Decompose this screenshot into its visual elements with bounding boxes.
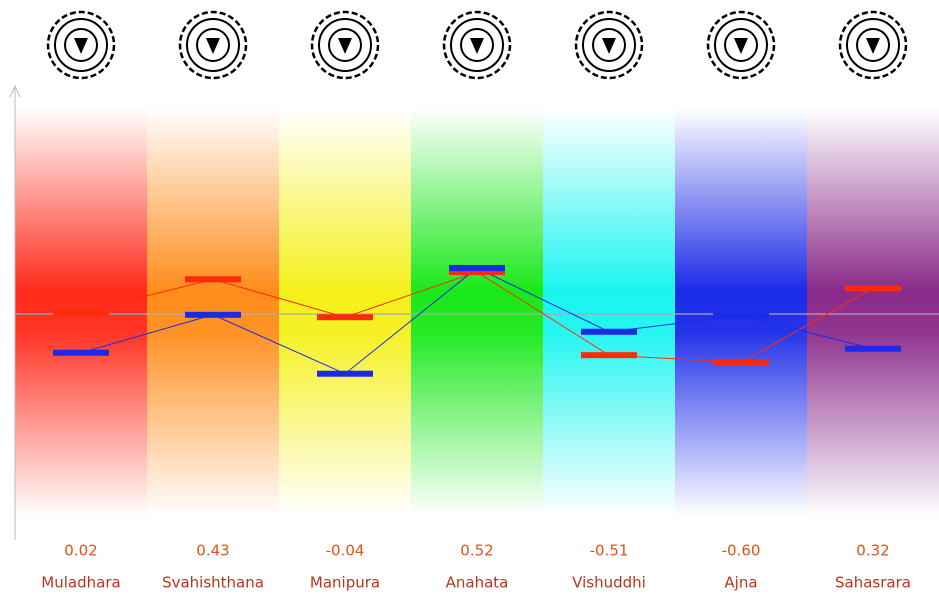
symbol-core (328, 28, 362, 62)
symbol-petals (706, 10, 776, 80)
value-label: 0.52 (460, 542, 493, 560)
value-bar (713, 312, 769, 319)
value-label: 0.02 (64, 542, 97, 560)
value-bar (581, 352, 637, 359)
value-bar (185, 311, 241, 318)
value-bar (845, 285, 901, 292)
symbol-core (64, 28, 98, 62)
symbol-petals (442, 10, 512, 80)
symbol-petals (178, 10, 248, 80)
symbol-core (196, 28, 230, 62)
symbol-glyph (470, 38, 484, 54)
symbol-ring (714, 18, 768, 72)
color-band (807, 108, 939, 516)
category-label: Sahasrara (835, 574, 911, 592)
symbol-ring (54, 18, 108, 72)
value-bar (581, 328, 637, 335)
symbol-glyph (734, 38, 748, 54)
value-bar (53, 309, 109, 316)
category-label: Svahishthana (162, 574, 264, 592)
symbol-glyph (602, 38, 616, 54)
value-bar (449, 269, 505, 276)
symbol-glyph (206, 38, 220, 54)
color-band (411, 108, 543, 516)
symbol-petals (838, 10, 908, 80)
value-bar (713, 359, 769, 366)
value-bar (185, 276, 241, 283)
value-bar (845, 345, 901, 352)
value-label: -0.60 (722, 542, 761, 560)
symbol-ring (846, 18, 900, 72)
symbol-ring (450, 18, 504, 72)
y-axis-arrow (9, 84, 21, 98)
value-bar (317, 370, 373, 377)
value-bar (317, 314, 373, 321)
symbol-petals (46, 10, 116, 80)
symbol-core (856, 28, 890, 62)
symbol-glyph (338, 38, 352, 54)
symbol-core (724, 28, 758, 62)
symbol-core (592, 28, 626, 62)
value-label: -0.51 (590, 542, 629, 560)
value-bar (53, 349, 109, 356)
symbol-core (460, 28, 494, 62)
color-band (279, 108, 411, 516)
category-label: Ajna (724, 574, 757, 592)
category-label: Vishuddhi (572, 574, 646, 592)
category-label: Manipura (310, 574, 380, 592)
symbol-glyph (866, 38, 880, 54)
symbol-glyph (74, 38, 88, 54)
color-band (543, 108, 675, 516)
value-label: -0.04 (326, 542, 365, 560)
symbol-ring (318, 18, 372, 72)
symbol-petals (310, 10, 380, 80)
symbol-ring (186, 18, 240, 72)
value-label: 0.43 (196, 542, 229, 560)
color-band (675, 108, 807, 516)
value-bar (449, 264, 505, 271)
symbol-ring (582, 18, 636, 72)
category-label: Anahata (446, 574, 509, 592)
value-label: 0.32 (856, 542, 889, 560)
symbol-petals (574, 10, 644, 80)
category-label: Muladhara (41, 574, 120, 592)
